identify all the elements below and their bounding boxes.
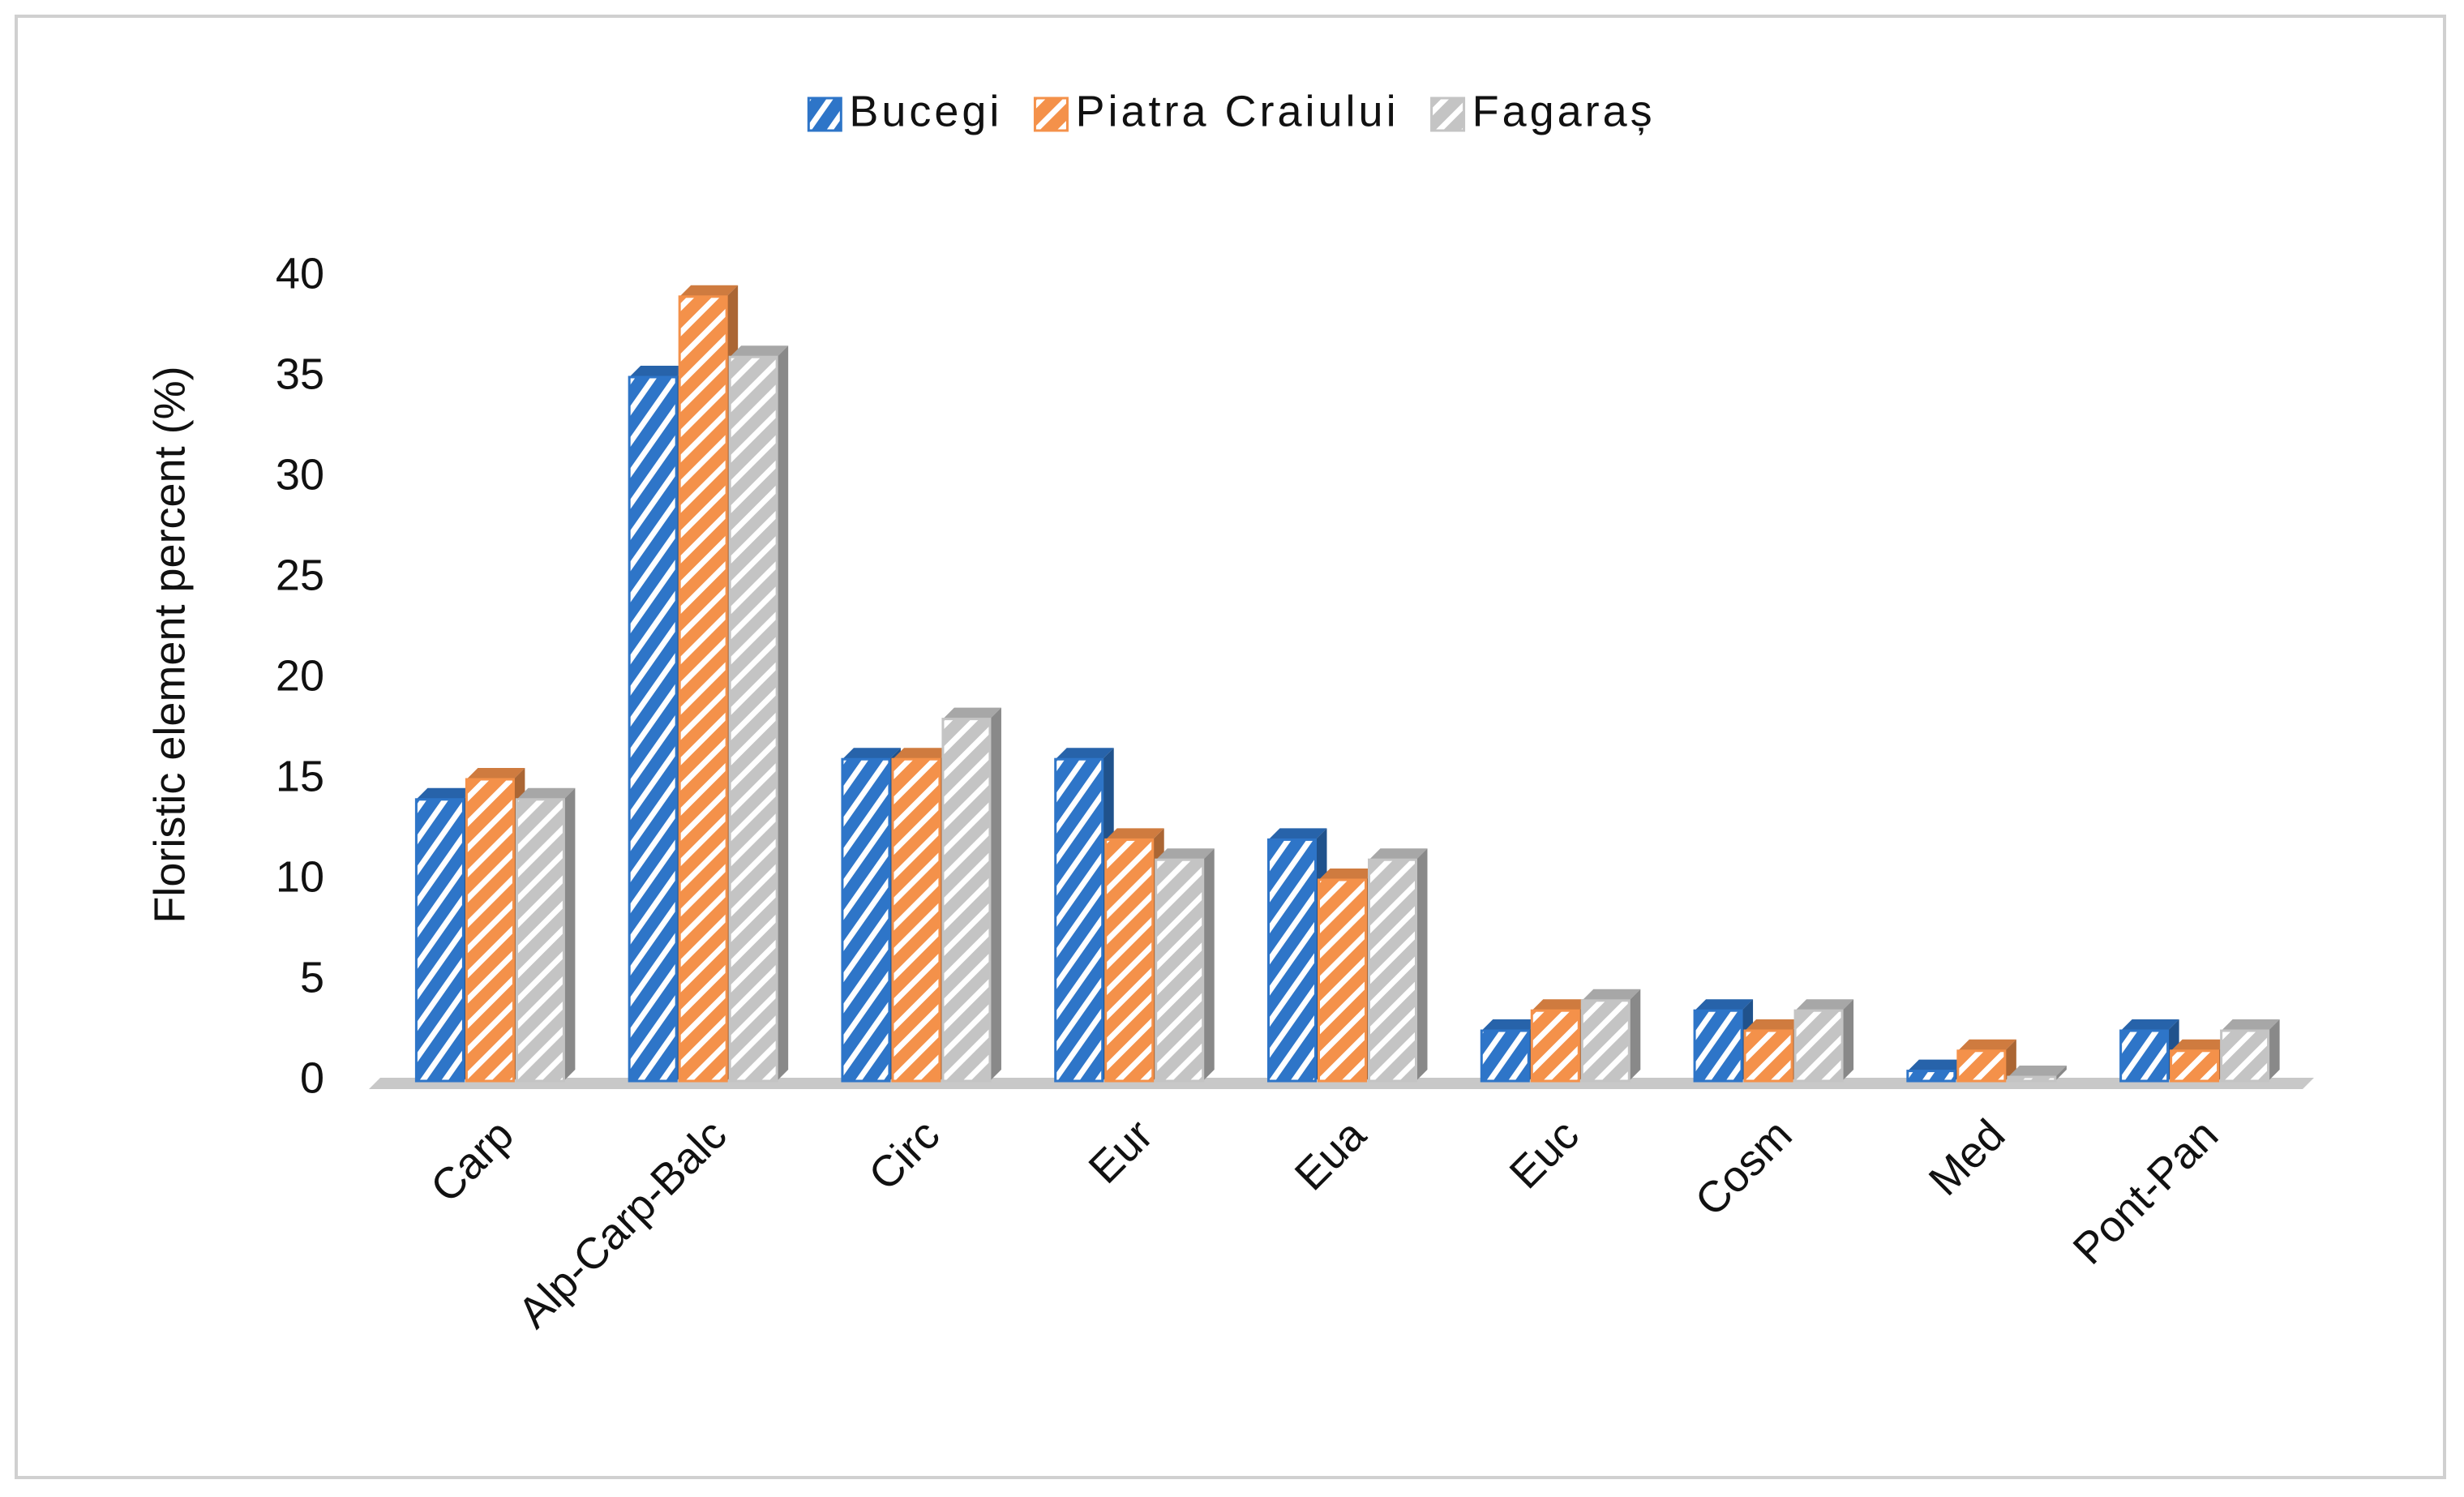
- bar-cap: [2008, 1066, 2067, 1078]
- y-tick-label: 40: [276, 249, 324, 298]
- bar: [1580, 999, 1631, 1083]
- bar-cap: [1745, 1019, 1804, 1031]
- y-tick-label: 15: [276, 752, 324, 800]
- bar: [841, 757, 891, 1083]
- y-tick-label: 25: [276, 551, 324, 599]
- bar-cap: [842, 748, 901, 760]
- bar-cap: [942, 707, 1001, 719]
- bar: [1743, 1029, 1793, 1083]
- bar: [2119, 1029, 2170, 1083]
- y-axis-label: Floristic element percent (%): [145, 366, 194, 923]
- bar-cap: [1795, 999, 1854, 1011]
- bar-side: [2268, 1019, 2280, 1081]
- bar-cap: [466, 768, 525, 779]
- bar-side: [2055, 1066, 2067, 1081]
- bar-cap: [629, 366, 688, 377]
- legend-label: Piatra Craiului: [1075, 87, 1399, 135]
- bar: [414, 798, 465, 1083]
- bar-cap: [1318, 869, 1378, 880]
- bar-side: [564, 787, 576, 1081]
- bar-side: [1629, 989, 1641, 1081]
- bar: [891, 757, 941, 1083]
- legend-label: Fagaraș: [1472, 87, 1656, 135]
- bar-cap: [1907, 1059, 1966, 1071]
- bar-cap: [1268, 828, 1327, 840]
- bar-cap: [1532, 999, 1591, 1011]
- bar-cap: [516, 787, 576, 800]
- bar: [2220, 1029, 2270, 1083]
- bar: [515, 798, 565, 1083]
- bar: [1155, 858, 1205, 1083]
- legend-swatch: [807, 97, 842, 132]
- bar: [1318, 878, 1367, 1083]
- legend-item: Bucegi: [807, 87, 1002, 135]
- bar-cap: [1055, 748, 1114, 760]
- legend-item: Fagaraș: [1430, 87, 1656, 135]
- bar-cap: [1155, 848, 1215, 860]
- bar-cap: [2120, 1019, 2179, 1031]
- y-tick-label: 30: [276, 450, 324, 499]
- bar-cap: [1957, 1039, 2016, 1051]
- bar-side: [777, 345, 789, 1081]
- bar-cap: [1582, 989, 1641, 1001]
- bar: [1267, 838, 1317, 1083]
- bar: [1530, 1009, 1580, 1083]
- bar-cap: [416, 787, 475, 800]
- bar-side: [1416, 848, 1428, 1081]
- bar: [1693, 1009, 1743, 1083]
- y-tick-label: 0: [300, 1053, 324, 1102]
- bar-side: [1842, 999, 1854, 1081]
- bar: [628, 375, 678, 1083]
- legend-item: Piatra Craiului: [1033, 87, 1399, 135]
- bar: [678, 295, 728, 1083]
- legend-label: Bucegi: [849, 87, 1002, 135]
- bar-cap: [1695, 999, 1754, 1011]
- y-tick-label: 10: [276, 852, 324, 901]
- chart-border: [15, 15, 2446, 1479]
- bar-cap: [679, 285, 739, 297]
- bar: [1054, 757, 1104, 1083]
- bar: [1104, 838, 1155, 1083]
- bar: [1906, 1070, 1956, 1083]
- bar-cap: [2170, 1039, 2230, 1051]
- bar: [1793, 1009, 1844, 1083]
- bar-side: [1202, 848, 1215, 1081]
- bar-side: [989, 707, 1001, 1081]
- legend-swatch: [1430, 97, 1466, 132]
- bar: [465, 778, 515, 1083]
- bar: [2007, 1075, 2057, 1083]
- bar: [2170, 1049, 2220, 1083]
- bar-cap: [2221, 1019, 2280, 1031]
- bar: [1368, 858, 1417, 1083]
- bar-cap: [892, 748, 951, 760]
- bar: [1956, 1049, 2007, 1083]
- bar-side: [2004, 1039, 2016, 1081]
- y-tick-label: 5: [300, 953, 324, 1002]
- y-tick-label: 20: [276, 651, 324, 700]
- bar: [941, 718, 992, 1083]
- bar: [728, 355, 778, 1083]
- bar-cap: [1105, 828, 1164, 840]
- bar-cap: [1481, 1019, 1541, 1031]
- legend-swatch: [1033, 97, 1069, 132]
- bar: [1480, 1029, 1530, 1083]
- bar-cap: [1369, 848, 1428, 860]
- y-tick-label: 35: [276, 350, 324, 398]
- bar-cap: [730, 345, 789, 358]
